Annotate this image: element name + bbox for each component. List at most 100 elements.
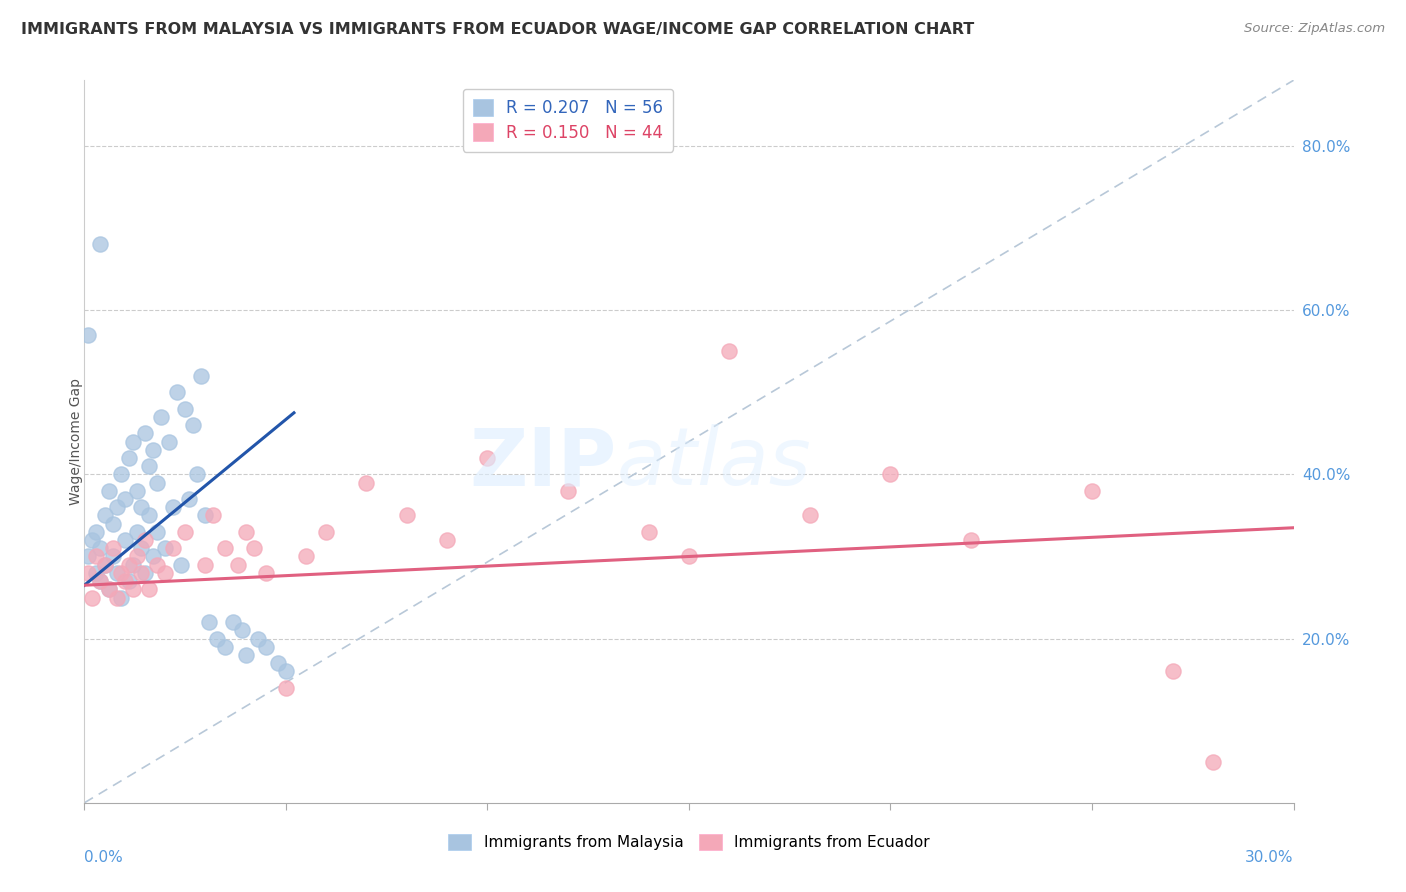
Point — [97, 582, 120, 597]
Point — [82, 533, 104, 547]
Point — [477, 450, 499, 465]
Point — [637, 524, 659, 539]
Point — [101, 549, 124, 564]
Point — [101, 516, 124, 531]
Point — [231, 624, 253, 638]
Point — [799, 508, 821, 523]
Point — [181, 418, 204, 433]
Point — [295, 549, 318, 564]
Point — [146, 558, 169, 572]
Point — [93, 558, 115, 572]
Point — [82, 591, 104, 605]
Text: atlas: atlas — [616, 425, 811, 502]
Point — [118, 558, 141, 572]
Point — [138, 459, 160, 474]
Point — [93, 558, 115, 572]
Text: 0.0%: 0.0% — [84, 850, 124, 864]
Point — [129, 541, 152, 556]
Point — [105, 591, 128, 605]
Point — [214, 541, 236, 556]
Point — [89, 574, 111, 588]
Point — [166, 385, 188, 400]
Point — [274, 681, 297, 695]
Point — [678, 549, 700, 564]
Point — [125, 524, 148, 539]
Point — [718, 344, 741, 359]
Point — [214, 640, 236, 654]
Point — [105, 566, 128, 580]
Point — [89, 541, 111, 556]
Y-axis label: Wage/Income Gap: Wage/Income Gap — [69, 378, 83, 505]
Point — [153, 566, 176, 580]
Point — [162, 541, 184, 556]
Point — [174, 524, 197, 539]
Point — [118, 574, 141, 588]
Point — [101, 541, 124, 556]
Point — [222, 615, 245, 630]
Point — [170, 558, 193, 572]
Point — [146, 524, 169, 539]
Point — [142, 442, 165, 457]
Point — [134, 533, 156, 547]
Legend: Immigrants from Malaysia, Immigrants from Ecuador: Immigrants from Malaysia, Immigrants fro… — [443, 829, 935, 856]
Text: Source: ZipAtlas.com: Source: ZipAtlas.com — [1244, 22, 1385, 36]
Point — [86, 524, 108, 539]
Text: IMMIGRANTS FROM MALAYSIA VS IMMIGRANTS FROM ECUADOR WAGE/INCOME GAP CORRELATION : IMMIGRANTS FROM MALAYSIA VS IMMIGRANTS F… — [21, 22, 974, 37]
Point — [89, 237, 111, 252]
Point — [125, 549, 148, 564]
Point — [93, 508, 115, 523]
Point — [436, 533, 458, 547]
Point — [190, 368, 212, 383]
Point — [110, 566, 132, 580]
Point — [226, 558, 249, 572]
Point — [121, 558, 143, 572]
Point — [105, 500, 128, 515]
Point — [114, 574, 136, 588]
Point — [235, 648, 257, 662]
Point — [960, 533, 983, 547]
Point — [194, 508, 217, 523]
Point — [118, 450, 141, 465]
Point — [194, 558, 217, 572]
Point — [77, 549, 100, 564]
Point — [356, 475, 378, 490]
Point — [157, 434, 180, 449]
Point — [395, 508, 418, 523]
Point — [186, 467, 208, 482]
Point — [1202, 755, 1225, 769]
Point — [97, 483, 120, 498]
Point — [121, 582, 143, 597]
Point — [149, 409, 172, 424]
Point — [110, 467, 132, 482]
Point — [86, 566, 108, 580]
Point — [198, 615, 221, 630]
Point — [110, 591, 132, 605]
Point — [146, 475, 169, 490]
Point — [1081, 483, 1104, 498]
Point — [179, 491, 201, 506]
Point — [242, 541, 264, 556]
Point — [77, 327, 100, 342]
Point — [134, 426, 156, 441]
Point — [207, 632, 229, 646]
Point — [142, 549, 165, 564]
Point — [202, 508, 225, 523]
Point — [274, 665, 297, 679]
Point — [129, 566, 152, 580]
Point — [125, 483, 148, 498]
Point — [246, 632, 269, 646]
Point — [174, 401, 197, 416]
Point — [557, 483, 579, 498]
Point — [315, 524, 337, 539]
Point — [235, 524, 257, 539]
Point — [254, 640, 277, 654]
Point — [129, 500, 152, 515]
Point — [153, 541, 176, 556]
Point — [97, 582, 120, 597]
Point — [267, 657, 290, 671]
Point — [77, 566, 100, 580]
Text: ZIP: ZIP — [470, 425, 616, 502]
Point — [879, 467, 901, 482]
Point — [86, 549, 108, 564]
Point — [162, 500, 184, 515]
